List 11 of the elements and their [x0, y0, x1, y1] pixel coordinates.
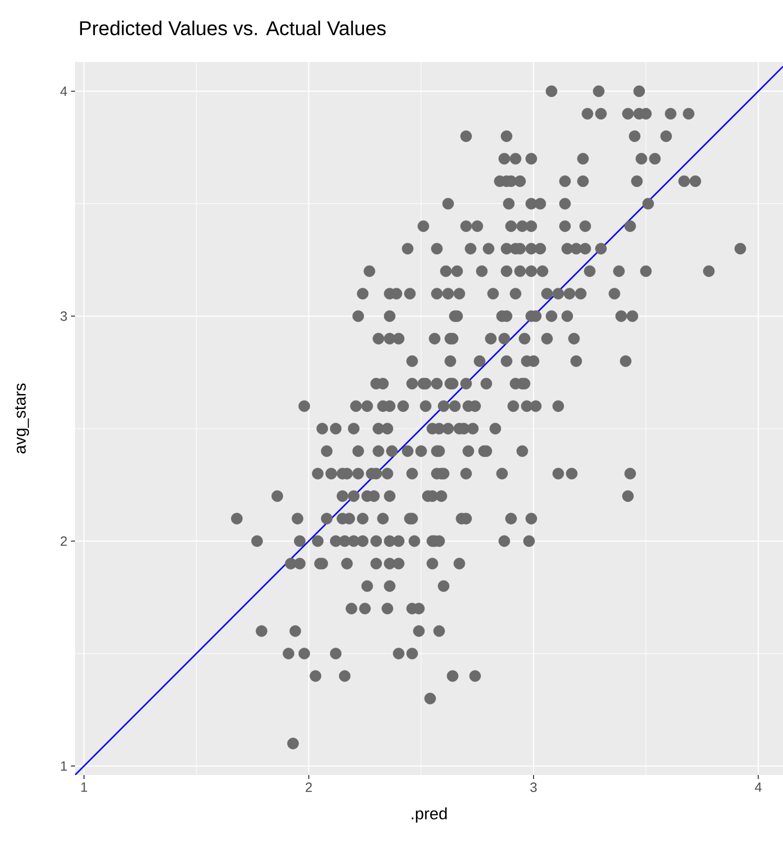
- y-axis-title: avg_stars: [14, 383, 30, 454]
- y-tick-label: 1: [61, 761, 67, 771]
- x-axis-title: .pred: [412, 807, 447, 823]
- x-tick-label: 4: [754, 782, 762, 792]
- y-tick-label: 4: [60, 86, 68, 96]
- x-tick-label: 2: [306, 782, 312, 792]
- x-tick-label: 3: [530, 782, 537, 792]
- y-tick-label: 2: [60, 536, 67, 546]
- y-tick-label: 3: [60, 311, 67, 321]
- chart-title: Predicted Values vs. Actual Values: [80, 20, 386, 36]
- x-tick-label: 1: [81, 782, 88, 792]
